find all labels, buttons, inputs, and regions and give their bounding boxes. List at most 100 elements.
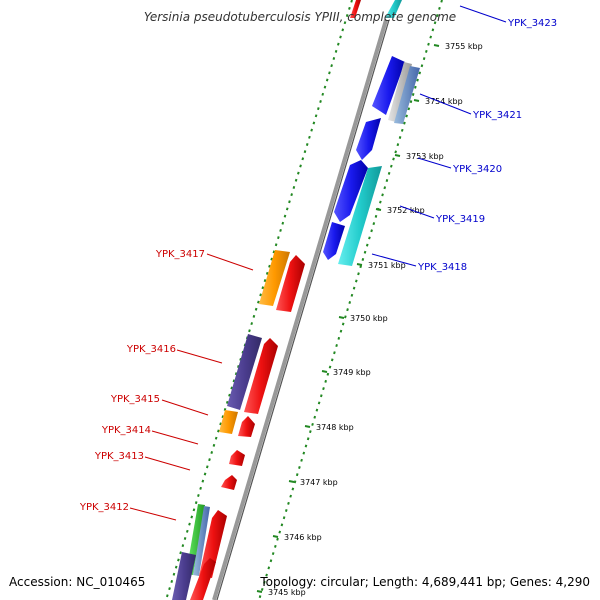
kbp-tick: [338, 316, 345, 319]
gc-dot: [332, 57, 336, 60]
gene-label[interactable]: YPK_3412: [79, 502, 129, 513]
cds-block[interactable]: [388, 62, 412, 122]
gc-dot: [313, 415, 317, 419]
gc-dot: [357, 272, 360, 276]
gc-dot: [325, 78, 329, 82]
kbp-label: 3751 kbp: [368, 261, 406, 270]
gc-dot: [394, 150, 398, 154]
gc-dot: [350, 293, 354, 297]
cds-block[interactable]: [190, 558, 216, 600]
gc-dot: [350, 0, 353, 3]
cds-block[interactable]: [394, 66, 420, 124]
gene-label[interactable]: YPK_3417: [155, 249, 205, 260]
gc-dot: [265, 573, 268, 577]
gene-label[interactable]: YPK_3413: [94, 451, 144, 462]
gc-dot: [316, 107, 320, 111]
gc-dot: [214, 436, 218, 440]
gc-dot: [403, 121, 406, 125]
gene-leader-line: [459, 5, 507, 23]
gene-label[interactable]: YPK_3414: [101, 425, 151, 436]
kbp-label: 3745 kbp: [268, 588, 306, 597]
gc-dot: [354, 279, 358, 283]
gene-label[interactable]: YPK_3421: [472, 110, 522, 121]
gc-dot: [309, 430, 312, 434]
cds-block[interactable]: [244, 338, 278, 414]
gc-dot: [276, 537, 279, 541]
gc-dot: [298, 466, 301, 469]
gene-label[interactable]: YPK_3418: [417, 262, 467, 273]
gc-dot: [279, 228, 282, 232]
gene-leader-line: [206, 253, 254, 271]
gene-label[interactable]: YPK_3420: [452, 164, 502, 175]
cds-block[interactable]: [350, 0, 361, 18]
gc-dot: [317, 401, 321, 405]
gc-dot: [339, 35, 342, 39]
cds-block[interactable]: [172, 552, 196, 600]
gc-dot: [381, 193, 384, 197]
gc-dot: [409, 100, 413, 104]
gc-dot: [418, 71, 422, 75]
gene-label[interactable]: YPK_3419: [435, 214, 485, 225]
kbp-tick: [288, 480, 295, 483]
gc-dot: [374, 214, 378, 218]
gc-dot: [422, 57, 426, 61]
gc-dot: [308, 135, 311, 139]
gc-dot: [359, 265, 363, 269]
gene-label[interactable]: YPK_3415: [110, 394, 160, 405]
gc-dot: [271, 552, 275, 556]
kbp-label: 3754 kbp: [425, 97, 463, 106]
kbp-label: 3747 kbp: [300, 478, 338, 487]
gc-dot: [420, 64, 424, 68]
cds-block[interactable]: [385, 0, 402, 18]
cds-block[interactable]: [276, 255, 305, 312]
gc-dot: [254, 307, 258, 311]
gc-dot: [330, 64, 333, 68]
gc-dot: [237, 365, 240, 369]
kbp-label: 3753 kbp: [406, 152, 444, 161]
gc-dot: [352, 286, 356, 290]
cds-block[interactable]: [238, 416, 255, 437]
gc-track-right: [258, 0, 443, 599]
gc-dot: [250, 322, 254, 326]
cds-block[interactable]: [199, 510, 227, 578]
gc-dot: [289, 494, 292, 498]
gc-dot: [203, 472, 207, 476]
gene-label[interactable]: YPK_3423: [507, 18, 557, 29]
kbp-tick: [356, 263, 363, 266]
cds-block[interactable]: [259, 250, 290, 306]
gc-dot: [370, 229, 373, 233]
gene-labels: YPK_3423 YPK_3421 YPK_3420 YPK_3419 YPK_3418…: [79, 5, 557, 521]
gc-dot: [212, 443, 216, 447]
gc-dot: [321, 92, 325, 96]
gc-dot: [438, 6, 441, 10]
forward-cds-track: [323, 0, 420, 266]
gc-dot: [311, 422, 314, 426]
gc-dot: [274, 544, 277, 548]
gc-dot: [312, 121, 316, 125]
gc-dot: [414, 85, 417, 89]
gc-dot: [259, 293, 262, 297]
cds-block[interactable]: [193, 506, 210, 576]
cds-block[interactable]: [372, 56, 405, 115]
gene-leader-line: [419, 93, 472, 115]
gc-dot: [303, 150, 307, 154]
gene-label[interactable]: YPK_3416: [126, 344, 176, 355]
gc-dot: [292, 185, 296, 189]
gc-dot: [210, 451, 214, 454]
gene-leader-line: [417, 157, 452, 169]
gc-dot: [389, 164, 393, 168]
cds-block[interactable]: [334, 160, 368, 222]
cds-block[interactable]: [323, 222, 345, 260]
gc-dot: [336, 42, 340, 46]
gc-dot: [181, 544, 185, 548]
cds-block[interactable]: [227, 334, 262, 410]
gc-dot: [431, 28, 435, 32]
gc-dot: [411, 92, 415, 96]
cds-block[interactable]: [219, 410, 238, 434]
cds-block[interactable]: [229, 450, 245, 466]
gc-dot: [228, 393, 231, 397]
cds-block[interactable]: [356, 118, 381, 160]
gc-dot: [288, 200, 291, 204]
cds-block[interactable]: [338, 166, 382, 266]
cds-block[interactable]: [221, 475, 237, 490]
